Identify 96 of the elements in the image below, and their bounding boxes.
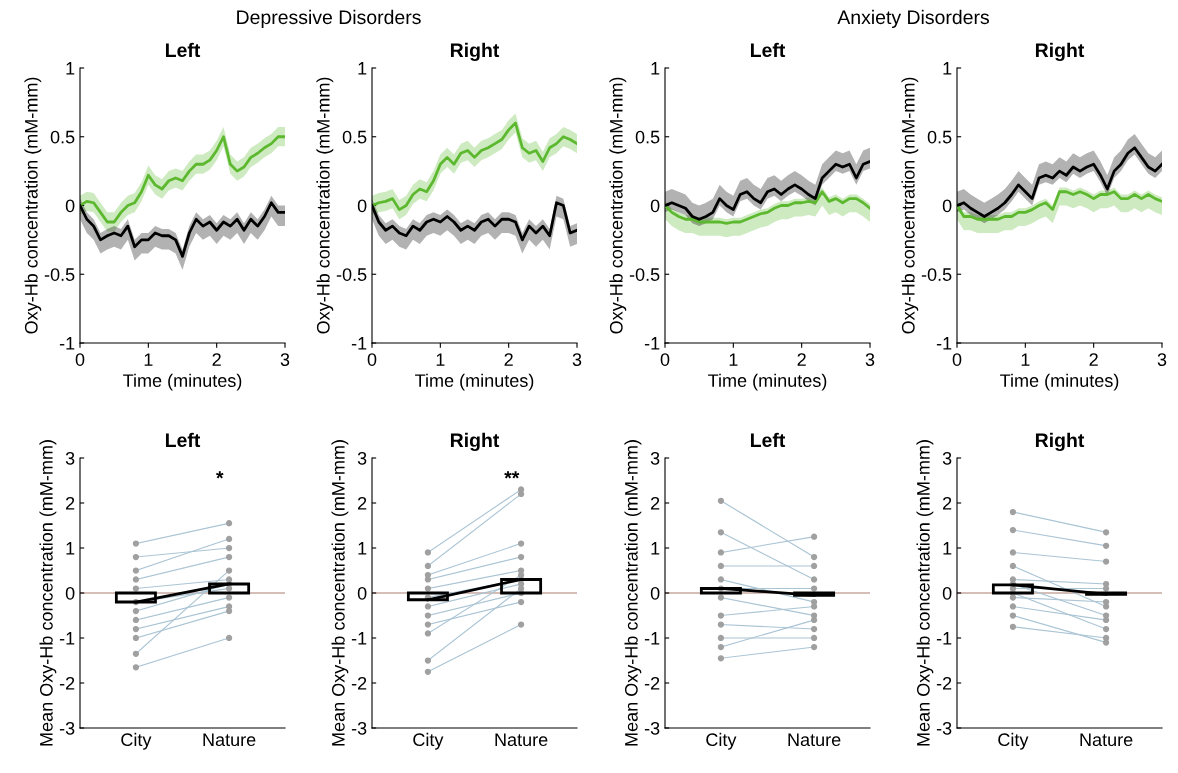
x-axis-title: Time (minutes) xyxy=(415,373,534,391)
y-axis-title: Oxy-Hb concentration (mM-mm) xyxy=(24,77,42,334)
y-tick-label: 0.5 xyxy=(635,130,660,144)
y-tick-label: 0 xyxy=(65,586,75,600)
x-tick-label: City xyxy=(413,732,444,750)
y-tick-label: 0.5 xyxy=(342,130,367,144)
y-axis-title: Oxy-Hb concentration (mM-mm) xyxy=(609,77,627,334)
y-tick-label: -3 xyxy=(644,721,660,735)
y-tick-label: -1 xyxy=(59,337,75,350)
x-tick-label: 3 xyxy=(572,353,582,366)
x-axis-title: Time (minutes) xyxy=(1000,373,1119,391)
x-tick-label: City xyxy=(998,732,1029,750)
x-tick-label: 2 xyxy=(212,353,221,366)
y-axis-title: Oxy-Hb concentration (mM-mm) xyxy=(316,77,334,334)
x-tick-label: City xyxy=(121,732,152,750)
y-tick-label: -0.5 xyxy=(336,268,367,281)
y-tick-label: 1 xyxy=(943,542,952,555)
y-tick-label: -2 xyxy=(936,676,952,690)
y-tick-label: 2 xyxy=(651,496,660,510)
y-axis-title: Mean Oxy-Hb concentration (mM-mm) xyxy=(39,440,57,746)
y-tick-label: 1 xyxy=(651,542,660,555)
x-tick-label: Nature xyxy=(203,733,256,747)
chart-title: Right xyxy=(450,432,500,452)
chart-title: Left xyxy=(750,42,786,58)
x-tick-label: 1 xyxy=(1021,353,1030,366)
y-tick-label: 3 xyxy=(942,451,952,465)
y-tick-label: -0.5 xyxy=(44,268,75,281)
y-tick-label: 0 xyxy=(942,199,952,213)
y-tick-label: 3 xyxy=(357,451,367,465)
x-tick-label: 0 xyxy=(367,353,377,366)
x-tick-label: 2 xyxy=(504,353,513,366)
x-tick-label: 1 xyxy=(729,353,738,366)
y-tick-label: 3 xyxy=(65,451,75,465)
y-tick-label: 2 xyxy=(943,496,952,510)
y-tick-label: -1 xyxy=(351,337,367,350)
y-tick-label: -3 xyxy=(936,721,952,735)
y-tick-label: 3 xyxy=(650,451,660,465)
y-axis-title: Mean Oxy-Hb concentration (mM-mm) xyxy=(916,440,934,746)
y-axis-title: Mean Oxy-Hb concentration (mM-mm) xyxy=(624,440,642,746)
chart-title: Left xyxy=(750,432,786,448)
y-tick-label: 1 xyxy=(651,62,660,75)
x-axis-title: Time (minutes) xyxy=(708,373,827,391)
y-axis-title: Oxy-Hb concentration (mM-mm) xyxy=(901,77,919,334)
y-tick-label: -1 xyxy=(644,632,660,645)
x-tick-label: Nature xyxy=(1080,733,1133,747)
x-tick-label: 0 xyxy=(75,353,85,366)
chart-title: Left xyxy=(165,42,201,58)
y-tick-label: 2 xyxy=(66,496,75,510)
annotation: ** xyxy=(504,471,520,479)
chart-title: Right xyxy=(1035,432,1085,452)
y-tick-label: -0.5 xyxy=(629,268,660,281)
x-tick-label: 2 xyxy=(1089,353,1098,366)
x-tick-label: Nature xyxy=(495,733,548,747)
y-tick-label: -1 xyxy=(351,632,367,645)
y-tick-label: 1 xyxy=(66,62,75,75)
x-tick-label: 0 xyxy=(660,353,670,366)
y-tick-label: 1 xyxy=(358,62,367,75)
y-tick-label: -2 xyxy=(351,676,367,690)
y-tick-label: 0 xyxy=(357,199,367,213)
y-tick-label: 0 xyxy=(942,586,952,600)
y-tick-label: 1 xyxy=(358,542,367,555)
y-tick-label: 0 xyxy=(357,586,367,600)
y-tick-label: 0 xyxy=(650,199,660,213)
y-tick-label: 0 xyxy=(65,199,75,213)
y-axis-title: Mean Oxy-Hb concentration (mM-mm) xyxy=(331,440,349,746)
x-tick-label: 3 xyxy=(1157,353,1167,366)
y-tick-label: -0.5 xyxy=(921,268,952,281)
y-tick-label: 1 xyxy=(943,62,952,75)
x-tick-label: 0 xyxy=(952,353,962,366)
y-tick-label: 0.5 xyxy=(50,130,75,144)
annotation: * xyxy=(216,471,224,479)
x-tick-label: 1 xyxy=(144,353,153,366)
y-tick-label: -1 xyxy=(936,632,952,645)
text: Anxiety Disorders xyxy=(837,9,989,28)
x-axis-title: Time (minutes) xyxy=(123,373,242,391)
chart-title: Left xyxy=(165,432,201,448)
y-tick-label: -1 xyxy=(644,337,660,350)
y-tick-label: -2 xyxy=(59,676,75,690)
x-tick-label: 2 xyxy=(797,353,806,366)
x-tick-label: 3 xyxy=(280,353,290,366)
y-tick-label: -3 xyxy=(59,721,75,735)
x-tick-label: 1 xyxy=(436,353,445,366)
chart-title: Right xyxy=(450,42,500,62)
y-tick-label: 1 xyxy=(66,542,75,555)
x-tick-label: Nature xyxy=(788,733,841,747)
y-tick-label: -3 xyxy=(351,721,367,735)
chart-title: Right xyxy=(1035,42,1085,62)
y-tick-label: -2 xyxy=(644,676,660,690)
y-tick-label: 0.5 xyxy=(927,130,952,144)
y-tick-label: 2 xyxy=(358,496,367,510)
x-tick-label: 3 xyxy=(865,353,875,366)
y-tick-label: -1 xyxy=(936,337,952,350)
text: Depressive Disorders xyxy=(237,9,421,28)
x-tick-label: City xyxy=(706,732,737,750)
y-tick-label: 0 xyxy=(650,586,660,600)
y-tick-label: -1 xyxy=(59,632,75,645)
